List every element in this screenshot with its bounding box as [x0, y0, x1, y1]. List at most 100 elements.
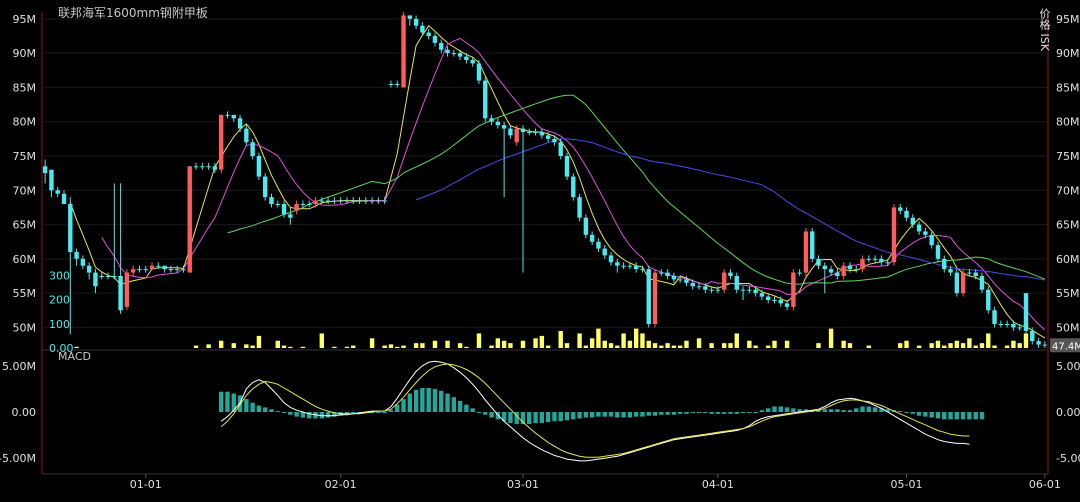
- macd-histogram-bar: [778, 406, 783, 412]
- volume-bar: [942, 345, 947, 348]
- volume-bar: [464, 346, 469, 348]
- volume-bar: [589, 338, 595, 348]
- macd-histogram-bar: [552, 412, 557, 422]
- volume-bar: [747, 340, 752, 348]
- macd-histogram-bar: [351, 412, 356, 414]
- volume-bar: [929, 343, 934, 348]
- macd-histogram-bar: [237, 395, 243, 412]
- candle-body: [457, 53, 463, 57]
- volume-bar: [816, 343, 821, 348]
- macd-histogram-bar: [231, 393, 236, 412]
- macd-histogram-bar: [439, 390, 444, 412]
- volume-bar: [495, 338, 501, 348]
- moving-average-line: [69, 24, 1046, 339]
- candle-body: [99, 276, 104, 277]
- candle-body: [646, 269, 651, 324]
- volume-bar: [828, 328, 834, 348]
- volume-bar: [1004, 345, 1010, 348]
- candle-body: [420, 25, 425, 33]
- candle-body: [721, 272, 727, 290]
- macd-histogram-bar: [910, 412, 916, 414]
- macd-histogram-bar: [948, 412, 953, 420]
- macd-histogram-bar: [879, 408, 884, 412]
- price-tick-right: 80M: [1056, 116, 1080, 129]
- macd-histogram-bar: [885, 409, 890, 412]
- volume-bar: [721, 343, 727, 348]
- x-tick-label: 04-01: [702, 478, 734, 491]
- candle-body: [181, 269, 186, 271]
- volume-bar: [665, 343, 670, 348]
- macd-histogram-bar: [690, 412, 695, 413]
- volume-bar: [501, 340, 507, 348]
- candle-body: [696, 286, 702, 288]
- volume-bar: [633, 328, 639, 348]
- candle-body: [495, 121, 501, 126]
- candle-body: [1011, 324, 1016, 328]
- candle-body: [602, 248, 607, 256]
- volume-bar: [457, 343, 463, 348]
- candle-body: [520, 128, 526, 132]
- candle-body: [263, 176, 268, 198]
- macd-histogram-bar: [244, 399, 249, 412]
- volume-bar: [986, 333, 991, 348]
- price-tick-left: 75M: [13, 150, 37, 163]
- macd-histogram-bar: [325, 412, 331, 418]
- volume-bar: [948, 343, 953, 348]
- volume-bar: [577, 333, 582, 348]
- volume-tick: 0.00: [49, 342, 74, 355]
- macd-histogram-bar: [721, 412, 727, 414]
- candle-body: [351, 200, 356, 202]
- macd-histogram-bar: [470, 408, 475, 412]
- macd-histogram-bar: [407, 393, 413, 412]
- macd-histogram-bar: [489, 412, 494, 418]
- macd-histogram-bar: [527, 412, 532, 424]
- volume-bar: [1017, 343, 1022, 348]
- macd-histogram-bar: [872, 407, 878, 412]
- macd-histogram-bar: [866, 406, 872, 412]
- candle-body: [860, 258, 865, 270]
- candle-body: [250, 142, 255, 156]
- macd-histogram-bar: [432, 388, 438, 412]
- candle-body: [130, 269, 136, 273]
- candle-body: [847, 265, 853, 270]
- last-price-tag: 47.4M: [1052, 341, 1080, 352]
- macd-histogram-bar: [583, 412, 589, 418]
- candle-body: [382, 200, 387, 202]
- macd-histogram-bar: [218, 391, 224, 412]
- macd-histogram-bar: [835, 409, 840, 412]
- candle-body: [344, 200, 350, 202]
- volume-bar: [533, 338, 538, 348]
- volume-bar: [967, 338, 972, 348]
- candle-body: [571, 176, 576, 198]
- macd-dif-line: [220, 360, 970, 462]
- candle-body: [93, 272, 98, 287]
- candle-body: [244, 128, 249, 143]
- volume-bar: [847, 343, 853, 348]
- candle-body: [200, 166, 205, 168]
- macd-histogram-bar: [395, 404, 400, 412]
- macd-histogram-bar: [696, 412, 702, 413]
- candle-body: [325, 200, 331, 202]
- candle-body: [288, 214, 293, 218]
- volume-bar: [992, 345, 997, 348]
- x-tick-label: 01-01: [130, 478, 162, 491]
- candle-body: [256, 156, 262, 177]
- macd-histogram-bar: [728, 412, 733, 414]
- candle-body: [439, 42, 444, 50]
- macd-histogram-bar: [759, 410, 765, 412]
- price-tick-right: 75M: [1056, 150, 1080, 163]
- macd-histogram-bar: [539, 412, 545, 424]
- candle-body: [1004, 324, 1010, 325]
- candle-body: [143, 269, 148, 271]
- volume-bar: [420, 343, 425, 348]
- volume-bar: [1023, 333, 1029, 348]
- candle-body: [470, 60, 475, 64]
- macd-histogram-bar: [734, 412, 739, 414]
- volume-bar: [369, 338, 375, 348]
- volume-bar: [784, 340, 790, 348]
- candle-body: [483, 80, 488, 119]
- candle-body: [206, 166, 211, 168]
- moving-average-line: [415, 138, 1045, 281]
- candle-body: [218, 114, 224, 170]
- macd-histogram-bar: [747, 412, 752, 413]
